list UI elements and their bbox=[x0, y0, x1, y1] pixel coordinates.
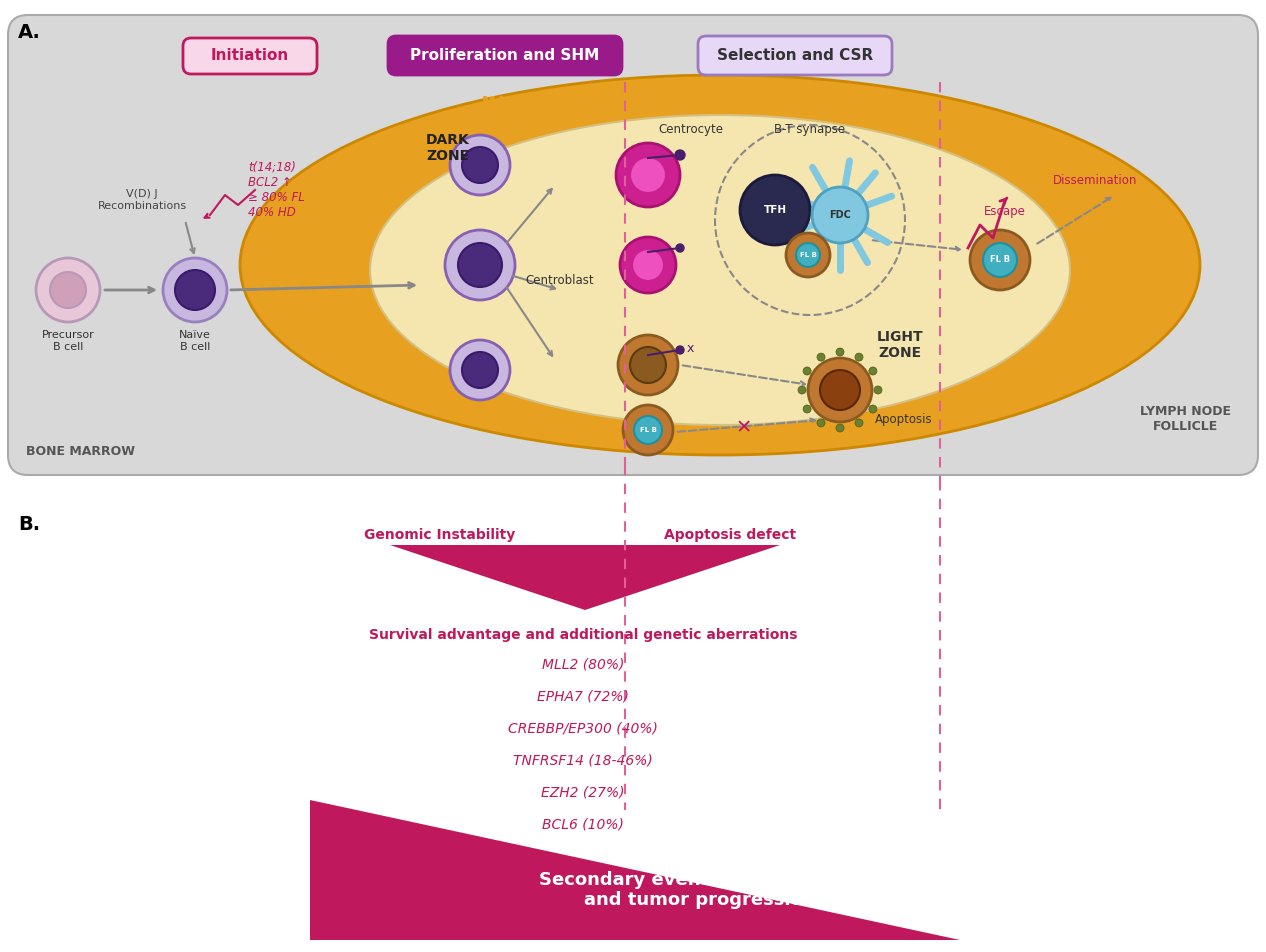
Circle shape bbox=[836, 424, 844, 432]
Circle shape bbox=[634, 416, 662, 444]
Circle shape bbox=[623, 405, 674, 455]
Text: Precursor
B cell: Precursor B cell bbox=[42, 330, 95, 351]
Circle shape bbox=[675, 150, 685, 160]
Text: LIGHT
ZONE: LIGHT ZONE bbox=[876, 330, 923, 360]
Text: Centrocyte: Centrocyte bbox=[658, 124, 723, 136]
FancyBboxPatch shape bbox=[387, 36, 622, 75]
Text: Genomic Instability: Genomic Instability bbox=[365, 528, 515, 542]
Circle shape bbox=[632, 249, 663, 281]
Circle shape bbox=[836, 348, 844, 356]
Circle shape bbox=[820, 370, 860, 410]
Circle shape bbox=[458, 243, 503, 287]
Circle shape bbox=[796, 243, 820, 267]
Text: EZH2 (27%): EZH2 (27%) bbox=[542, 786, 624, 800]
Circle shape bbox=[620, 237, 676, 293]
Circle shape bbox=[163, 258, 227, 322]
Text: Survival advantage and additional genetic aberrations: Survival advantage and additional geneti… bbox=[368, 628, 798, 642]
Text: B.: B. bbox=[18, 515, 41, 534]
Text: t(14;18)
BCL2 ↑
≥ 80% FL
40% HD: t(14;18) BCL2 ↑ ≥ 80% FL 40% HD bbox=[248, 161, 305, 219]
Text: TNFRSF14 (18-46%): TNFRSF14 (18-46%) bbox=[513, 754, 653, 768]
Circle shape bbox=[812, 187, 868, 243]
Text: A.: A. bbox=[18, 23, 41, 42]
Text: BCL6 (10%): BCL6 (10%) bbox=[542, 818, 624, 832]
Circle shape bbox=[446, 230, 515, 300]
Circle shape bbox=[970, 230, 1031, 290]
Circle shape bbox=[855, 419, 863, 426]
Text: EPHA7 (72%): EPHA7 (72%) bbox=[537, 690, 629, 704]
Circle shape bbox=[874, 386, 882, 394]
Text: TFH: TFH bbox=[763, 205, 786, 215]
FancyBboxPatch shape bbox=[698, 36, 893, 75]
Circle shape bbox=[49, 272, 86, 308]
Circle shape bbox=[462, 147, 498, 183]
Text: DARK
ZONE: DARK ZONE bbox=[427, 133, 470, 163]
Circle shape bbox=[868, 367, 877, 375]
Circle shape bbox=[817, 353, 825, 361]
Text: x: x bbox=[687, 342, 694, 355]
Text: Secondary events accumulation
and tumor progression: Secondary events accumulation and tumor … bbox=[539, 870, 861, 909]
Text: Dissemination: Dissemination bbox=[1053, 173, 1137, 187]
Circle shape bbox=[449, 135, 510, 195]
Circle shape bbox=[449, 340, 510, 400]
Text: Centroblast: Centroblast bbox=[525, 273, 594, 287]
Circle shape bbox=[618, 335, 679, 395]
Ellipse shape bbox=[241, 75, 1200, 455]
Text: BONE MARROW: BONE MARROW bbox=[25, 445, 134, 458]
Circle shape bbox=[676, 244, 684, 252]
FancyBboxPatch shape bbox=[184, 38, 316, 74]
Text: ✕: ✕ bbox=[736, 419, 752, 438]
Text: CREBBP/EP300 (40%): CREBBP/EP300 (40%) bbox=[508, 722, 658, 736]
Circle shape bbox=[630, 157, 666, 193]
Circle shape bbox=[855, 353, 863, 361]
Circle shape bbox=[803, 405, 812, 413]
Text: Apoptosis: Apoptosis bbox=[875, 413, 933, 426]
Circle shape bbox=[817, 419, 825, 426]
Text: MLL2 (80%): MLL2 (80%) bbox=[542, 658, 624, 672]
FancyBboxPatch shape bbox=[8, 15, 1258, 475]
Circle shape bbox=[676, 346, 684, 354]
Circle shape bbox=[741, 175, 810, 245]
Text: Apoptosis defect: Apoptosis defect bbox=[663, 528, 796, 542]
Text: Escape: Escape bbox=[984, 206, 1025, 219]
Text: Naïve
B cell: Naïve B cell bbox=[179, 330, 211, 351]
Circle shape bbox=[982, 243, 1017, 277]
Circle shape bbox=[630, 347, 666, 383]
Circle shape bbox=[786, 233, 830, 277]
Text: V(D) J
Recombinations: V(D) J Recombinations bbox=[97, 189, 186, 210]
Text: Initiation: Initiation bbox=[211, 49, 289, 64]
Circle shape bbox=[803, 367, 812, 375]
Circle shape bbox=[462, 352, 498, 388]
Text: Selection and CSR: Selection and CSR bbox=[717, 49, 874, 64]
Text: LYMPH NODE
FOLLICLE: LYMPH NODE FOLLICLE bbox=[1139, 405, 1231, 433]
Polygon shape bbox=[310, 800, 960, 940]
Circle shape bbox=[175, 270, 215, 310]
Circle shape bbox=[798, 386, 806, 394]
Circle shape bbox=[617, 143, 680, 207]
Circle shape bbox=[35, 258, 100, 322]
Circle shape bbox=[808, 358, 872, 422]
Text: Proliferation and SHM: Proliferation and SHM bbox=[410, 49, 600, 64]
Text: FL B: FL B bbox=[800, 252, 817, 258]
Text: FDC: FDC bbox=[829, 210, 851, 220]
Polygon shape bbox=[390, 545, 780, 610]
Text: FL B: FL B bbox=[990, 255, 1010, 265]
Text: B-T synapse: B-T synapse bbox=[775, 124, 846, 136]
Text: FL B: FL B bbox=[639, 427, 657, 433]
Circle shape bbox=[868, 405, 877, 413]
Text: MANTEL ZONE: MANTEL ZONE bbox=[482, 95, 594, 109]
Ellipse shape bbox=[370, 115, 1070, 425]
